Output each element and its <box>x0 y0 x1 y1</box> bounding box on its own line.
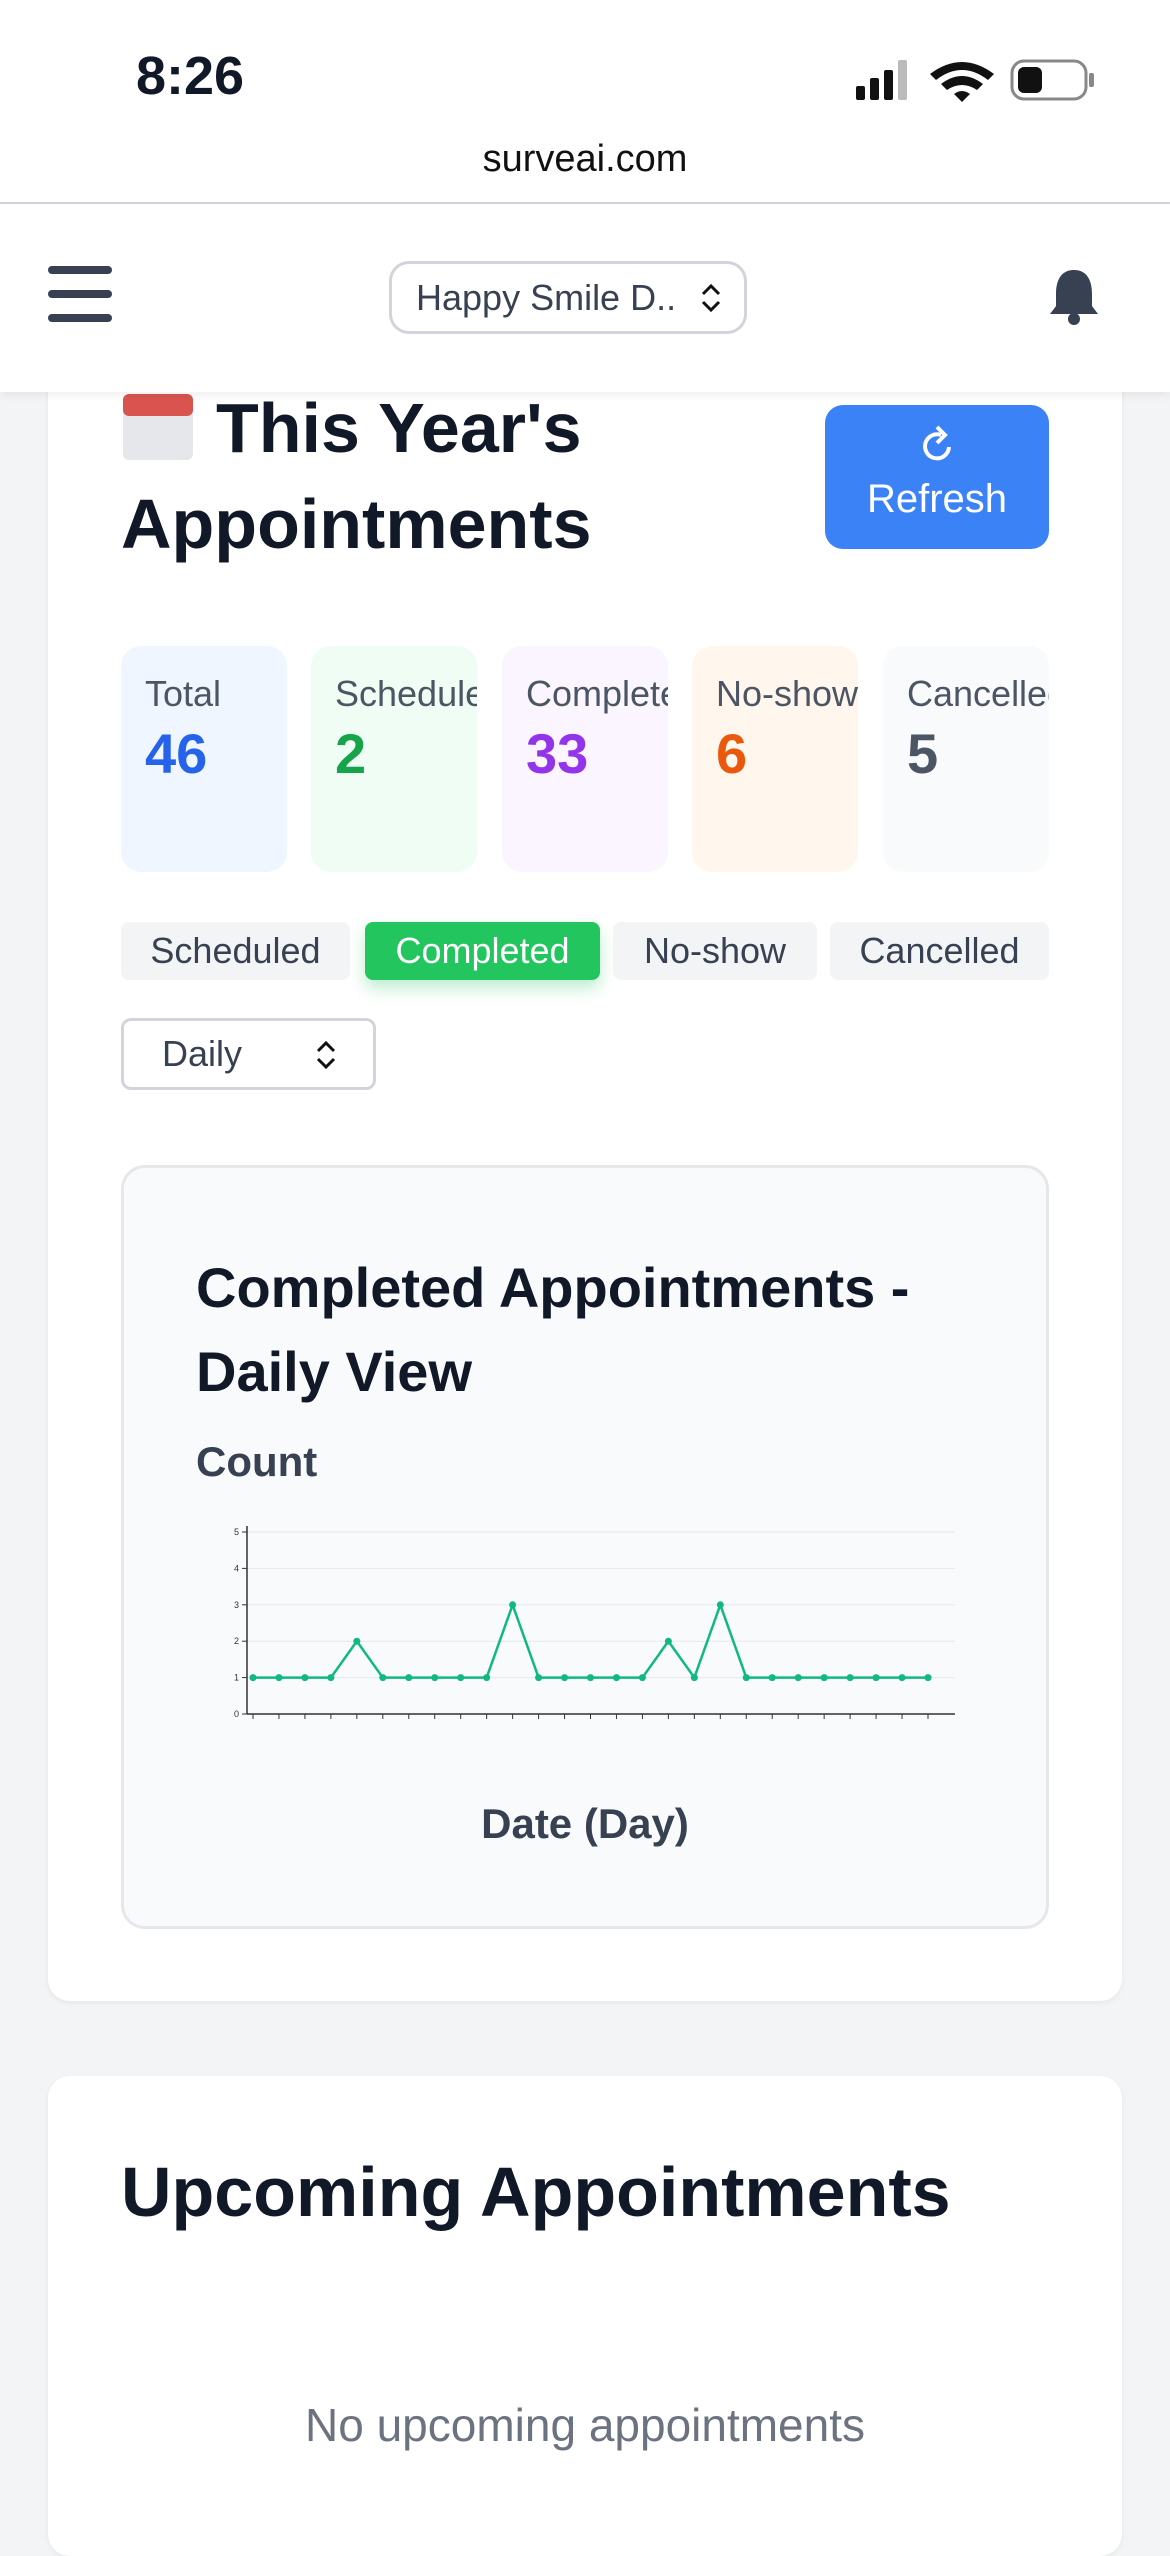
stat-value: 33 <box>526 722 589 785</box>
y-tick-label: 5 <box>234 1527 239 1537</box>
x-axis-title: Date (Day) <box>481 1800 689 1847</box>
data-point <box>379 1674 387 1682</box>
data-point <box>742 1674 750 1682</box>
stat-value: 46 <box>145 722 208 785</box>
data-point <box>509 1601 517 1609</box>
refresh-label: Refresh <box>866 477 1008 521</box>
select-chevron <box>701 283 721 313</box>
data-point <box>612 1674 620 1682</box>
data-point <box>275 1674 283 1682</box>
stat-value: 2 <box>335 722 367 785</box>
stat-card: No-show 6 <box>692 646 858 872</box>
upcoming-card: Upcoming Appointments No upcoming appoin… <box>48 2076 1122 2556</box>
stat-label: Cancelled <box>907 673 1049 714</box>
status-icons <box>856 59 1094 102</box>
url[interactable]: surveai.com <box>482 138 688 180</box>
stat-label: Completed <box>526 673 668 714</box>
practice-select-label: Happy Smile D.. <box>416 277 677 318</box>
y-axis-title: Count <box>196 1438 318 1485</box>
data-point <box>872 1674 880 1682</box>
chart: 0 1 2 3 4 5 <box>234 1526 955 1719</box>
y-tick-label: 1 <box>234 1673 239 1683</box>
chart-title: Completed Appointments - Daily View <box>196 1256 910 1403</box>
data-point <box>664 1637 672 1645</box>
section-title: This Year's <box>216 389 582 467</box>
stat-value: 5 <box>907 722 939 785</box>
data-point <box>327 1674 335 1682</box>
stat-value: 6 <box>716 722 748 785</box>
data-point <box>690 1674 698 1682</box>
period-select-label: Daily <box>162 1033 243 1074</box>
data-point <box>457 1674 465 1682</box>
data-point <box>768 1674 776 1682</box>
stat-label: Total <box>145 673 222 714</box>
filter-button[interactable]: Cancelled <box>830 922 1049 980</box>
app-header: Happy Smile D.. <box>0 204 1170 392</box>
upcoming-title: Upcoming Appointments <box>121 2153 951 2231</box>
data-point <box>561 1674 569 1682</box>
data-point <box>249 1674 257 1682</box>
data-point <box>405 1674 413 1682</box>
y-tick-label: 0 <box>234 1709 239 1719</box>
data-point <box>638 1674 646 1682</box>
filter-button[interactable]: Scheduled <box>121 922 350 980</box>
refresh-icon <box>923 425 951 461</box>
stat-card: Completed 33 <box>502 646 668 872</box>
section-title: Appointments <box>121 485 592 563</box>
data-point <box>431 1674 439 1682</box>
data-point <box>898 1674 906 1682</box>
filter-button[interactable]: Completed <box>365 922 600 980</box>
stat-label: No-show <box>716 673 858 714</box>
y-tick-label: 2 <box>234 1636 239 1646</box>
y-tick-label: 3 <box>234 1600 239 1610</box>
notifications-button[interactable] <box>1048 266 1100 326</box>
data-point <box>587 1674 594 1682</box>
calendar-icon <box>123 394 193 460</box>
refresh-button[interactable]: Refresh <box>825 405 1049 549</box>
stat-card: Cancelled 5 <box>883 646 1049 872</box>
select-chevron <box>316 1040 336 1070</box>
data-point <box>535 1674 543 1682</box>
data-point <box>301 1674 309 1682</box>
stat-card: Total 46 <box>121 646 287 872</box>
data-point <box>924 1674 932 1682</box>
empty-message: No upcoming appointments <box>305 2399 865 2451</box>
filter-button[interactable]: No-show <box>613 922 817 980</box>
practice-select[interactable]: Happy Smile D.. <box>389 261 747 334</box>
data-point <box>353 1637 361 1645</box>
clock: 8:26 <box>136 46 245 106</box>
status-bar: 8:26 surveai.com <box>0 0 1170 204</box>
data-point <box>716 1601 724 1609</box>
data-point <box>794 1674 802 1682</box>
stat-label: Scheduled <box>335 673 477 714</box>
y-tick-label: 4 <box>234 1563 239 1573</box>
chart-card: Completed Appointments - Daily View Coun… <box>121 1165 1049 1929</box>
stat-card: Scheduled 2 <box>311 646 477 872</box>
data-point <box>846 1674 854 1682</box>
menu-button[interactable] <box>48 266 112 322</box>
period-select[interactable]: Daily <box>121 1018 376 1090</box>
data-point <box>483 1674 491 1682</box>
data-point <box>820 1674 828 1682</box>
